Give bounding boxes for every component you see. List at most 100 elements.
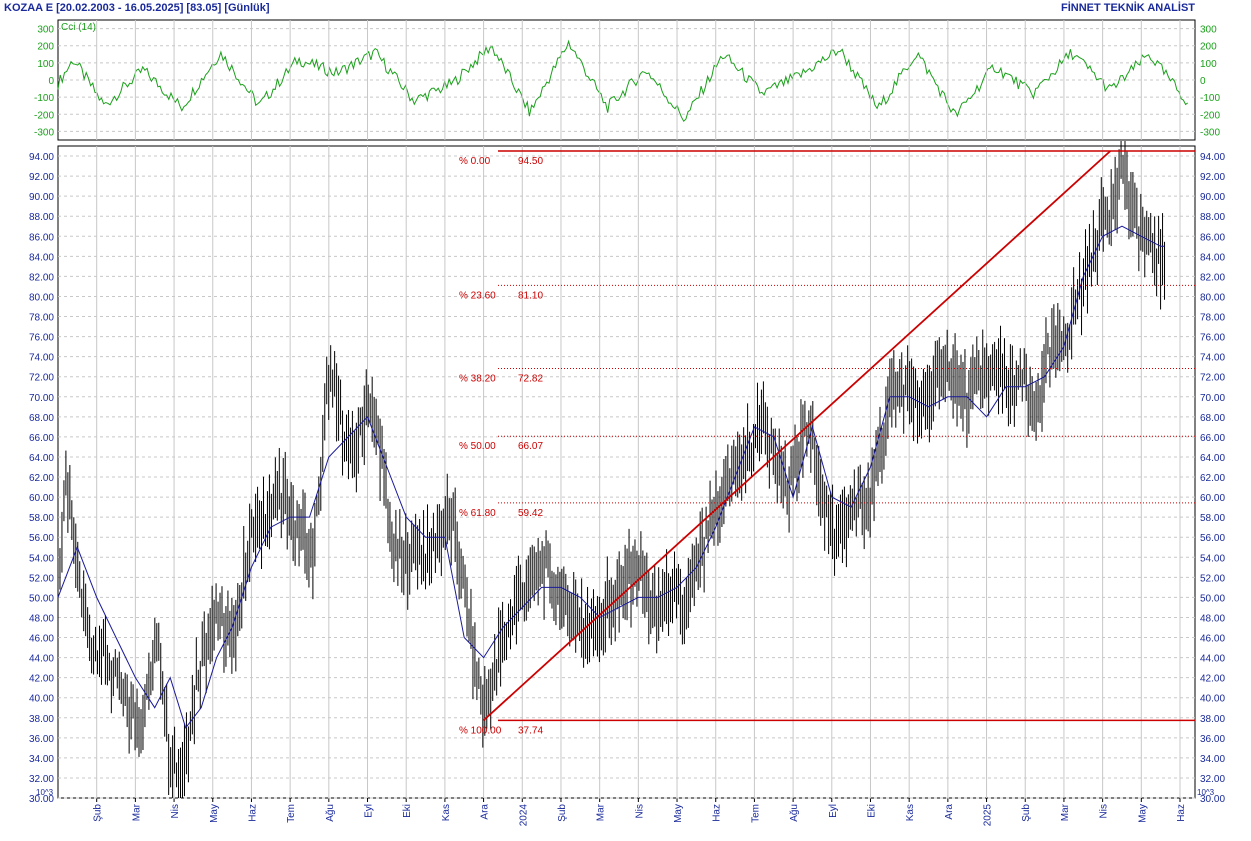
cci-tick-label-left: 100: [37, 59, 54, 70]
price-tick-label-right: 70.00: [1200, 393, 1225, 404]
chart-title: KOZAA E [20.02.2003 - 16.05.2025] [83.05…: [4, 2, 270, 14]
fib-level-value: 59.42: [518, 508, 543, 519]
price-tick-label-right: 94.00: [1200, 152, 1225, 163]
price-tick-label-right: 72.00: [1200, 373, 1225, 384]
x-tick-label: May: [1137, 804, 1148, 823]
price-tick-label-right: 34.00: [1200, 754, 1225, 765]
price-tick-label-left: 64.00: [29, 453, 54, 464]
fib-level-percent: % 50.00: [459, 441, 496, 452]
price-tick-label-left: 92.00: [29, 172, 54, 183]
price-tick-label-left: 42.00: [29, 674, 54, 685]
price-tick-label-right: 42.00: [1200, 674, 1225, 685]
price-tick-label-right: 52.00: [1200, 573, 1225, 584]
x-tick-label: 2024: [518, 804, 529, 827]
price-tick-label-left: 40.00: [29, 694, 54, 705]
price-tick-label-left: 66.00: [29, 433, 54, 444]
price-tick-label-right: 64.00: [1200, 453, 1225, 464]
price-tick-label-right: 50.00: [1200, 593, 1225, 604]
cci-title: Cci (14): [61, 22, 96, 33]
price-tick-label-left: 32.00: [29, 774, 54, 785]
x-tick-label: Kas: [441, 804, 452, 821]
cci-tick-label-right: 0: [1200, 76, 1206, 87]
price-tick-label-left: 30.00: [29, 794, 54, 805]
x-tick-label: May: [209, 804, 220, 823]
x-tick-label: Mar: [131, 803, 142, 821]
x-tick-label: Ara: [480, 804, 491, 820]
x-tick-label: Tem: [286, 804, 297, 823]
cci-tick-label-left: -200: [34, 110, 54, 121]
price-tick-label-left: 52.00: [29, 573, 54, 584]
x-tick-label: Nis: [170, 804, 181, 818]
fib-level-percent: % 23.60: [459, 290, 496, 301]
fib-level-value: 81.10: [518, 290, 543, 301]
x-tick-label: Mar: [596, 803, 607, 821]
price-tick-label-right: 76.00: [1200, 333, 1225, 344]
price-tick-label-left: 36.00: [29, 734, 54, 745]
fib-level-percent: % 100.00: [459, 725, 502, 736]
price-panel-frame: [57, 145, 1196, 799]
price-bars: [57, 140, 1166, 798]
fib-trendline: [482, 150, 1111, 722]
price-tick-label-right: 48.00: [1200, 613, 1225, 624]
scale-note-right: 10^3: [1197, 788, 1215, 797]
x-tick-label: Kas: [905, 804, 916, 821]
price-tick-label-right: 92.00: [1200, 172, 1225, 183]
x-tick-label: 2025: [983, 804, 994, 827]
cci-tick-label-left: -100: [34, 93, 54, 104]
price-tick-label-left: 94.00: [29, 152, 54, 163]
x-tick-label: Eyl: [364, 804, 375, 818]
price-tick-label-left: 82.00: [29, 272, 54, 283]
x-tick-label: Ara: [944, 804, 955, 820]
price-tick-label-left: 76.00: [29, 333, 54, 344]
fib-level-value: 37.74: [518, 725, 543, 736]
x-tick-label: Eki: [866, 804, 877, 818]
price-tick-label-right: 46.00: [1200, 634, 1225, 645]
price-tick-label-left: 58.00: [29, 513, 54, 524]
price-tick-label-left: 62.00: [29, 473, 54, 484]
data-source-label: FİNNET TEKNİK ANALİST: [1060, 2, 1195, 14]
cci-tick-label-left: 0: [48, 76, 54, 87]
x-tick-label: Eki: [402, 804, 413, 818]
price-tick-label-left: 54.00: [29, 553, 54, 564]
price-tick-label-right: 36.00: [1200, 734, 1225, 745]
x-tick-label: Nis: [634, 804, 645, 818]
price-tick-label-right: 44.00: [1200, 654, 1225, 665]
fib-level-value: 72.82: [518, 373, 543, 384]
fib-level-percent: % 38.20: [459, 373, 496, 384]
x-tick-label: Ağu: [325, 804, 336, 822]
x-tick-label: Haz: [1176, 804, 1187, 822]
price-tick-label-right: 84.00: [1200, 252, 1225, 263]
cci-tick-label-right: 200: [1200, 42, 1217, 53]
price-tick-label-left: 68.00: [29, 413, 54, 424]
price-tick-label-left: 38.00: [29, 714, 54, 725]
x-tick-label: Haz: [247, 804, 258, 822]
price-tick-label-right: 62.00: [1200, 473, 1225, 484]
price-tick-label-left: 46.00: [29, 634, 54, 645]
price-tick-label-right: 74.00: [1200, 353, 1225, 364]
cci-tick-label-left: 300: [37, 25, 54, 36]
price-tick-label-right: 78.00: [1200, 313, 1225, 324]
price-tick-label-right: 30.00: [1200, 794, 1225, 805]
x-tick-label: Şub: [557, 804, 568, 822]
price-tick-label-right: 90.00: [1200, 192, 1225, 203]
x-tick-label: Haz: [712, 804, 723, 822]
x-tick-label: Şub: [93, 804, 104, 822]
price-tick-label-left: 48.00: [29, 613, 54, 624]
cci-line: [57, 39, 1189, 123]
price-tick-label-left: 50.00: [29, 593, 54, 604]
price-tick-label-right: 32.00: [1200, 774, 1225, 785]
price-tick-label-left: 90.00: [29, 192, 54, 203]
cci-tick-label-right: 300: [1200, 25, 1217, 36]
price-tick-label-left: 44.00: [29, 654, 54, 665]
price-tick-label-left: 56.00: [29, 533, 54, 544]
moving-average-line: [57, 225, 1165, 729]
price-tick-label-left: 78.00: [29, 313, 54, 324]
x-tick-label: Nis: [1099, 804, 1110, 818]
price-tick-label-left: 72.00: [29, 373, 54, 384]
price-tick-label-right: 80.00: [1200, 292, 1225, 303]
fib-level-value: 94.50: [518, 156, 543, 167]
price-tick-label-left: 84.00: [29, 252, 54, 263]
cci-tick-label-right: 100: [1200, 59, 1217, 70]
cci-tick-label-right: -100: [1200, 93, 1220, 104]
x-tick-label: Eyl: [828, 804, 839, 818]
